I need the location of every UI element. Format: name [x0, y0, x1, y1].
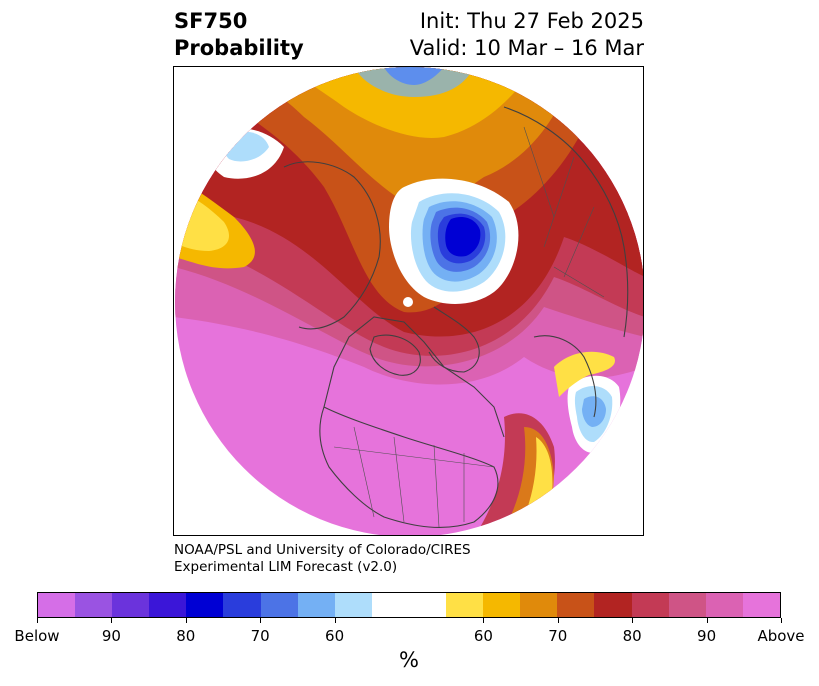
map-title-left: SF750 Probability [174, 8, 304, 62]
colorbar-tick-mark [557, 618, 559, 623]
colorbar-neutral-swatch [371, 593, 447, 617]
colorbar-below-swatch [75, 593, 113, 617]
colorbar-below-swatch [186, 593, 224, 617]
colorbar-tick-label: 80 [176, 627, 196, 645]
colorbar-tick-label: 90 [101, 627, 121, 645]
colorbar-above-swatch [705, 593, 743, 617]
colorbar-tick-mark [781, 618, 782, 623]
hudson-bay-outline [369, 334, 421, 376]
credit-line-1: NOAA/PSL and University of Colorado/CIRE… [174, 542, 471, 558]
colorbar-tick-mark [37, 618, 38, 623]
coastlines [283, 106, 629, 528]
colorbar-below-swatch [112, 593, 150, 617]
colorbar-tick-mark [111, 618, 113, 623]
colorbar-above-swatch [631, 593, 669, 617]
colorbar-tick-label: 70 [548, 627, 568, 645]
colorbar-tick-label: 80 [622, 627, 642, 645]
valid-date: Valid: 10 Mar – 16 Mar [409, 36, 644, 60]
variable-title: SF750 [174, 9, 248, 33]
borders [333, 126, 605, 528]
yellow-europe [554, 351, 615, 397]
blue-europe [582, 396, 606, 427]
colorbar-tick-mark [260, 618, 262, 623]
greenland-outline [428, 306, 480, 373]
colorbar-below-swatch [149, 593, 187, 617]
colorbar-tick-label: 60 [325, 627, 345, 645]
colorbar-above-swatch [668, 593, 706, 617]
europe-outline [533, 335, 597, 418]
colorbar-above-swatch [742, 593, 780, 617]
colorbar-tick-label: Below [14, 627, 60, 645]
colorbar-below-swatch [223, 593, 261, 617]
colorbar-tick-mark [334, 618, 336, 623]
init-date: Init: Thu 27 Feb 2025 [419, 9, 644, 33]
probability-title: Probability [174, 36, 304, 60]
north-america-outline [319, 406, 499, 528]
credit-text: NOAA/PSL and University of Colorado/CIRE… [174, 542, 471, 576]
asia-borders [523, 126, 605, 298]
colorbar-tick-label: Above [757, 627, 805, 645]
blue-80 [445, 217, 481, 257]
colorbar-below-swatch [334, 593, 372, 617]
forecast-map [173, 66, 644, 536]
probability-map-svg [175, 67, 643, 535]
colorbar-above-swatch [520, 593, 558, 617]
colorbar-below-swatch [297, 593, 335, 617]
state-borders [333, 426, 495, 528]
blue-top-halo [354, 67, 474, 97]
band-60 [294, 67, 534, 138]
colorbar-tick-label: 70 [250, 627, 270, 645]
colorbar-above-swatch [594, 593, 632, 617]
credit-line-2: Experimental LIM Forecast (v2.0) [174, 559, 398, 575]
map-title-right: Init: Thu 27 Feb 2025 Valid: 10 Mar – 16… [410, 8, 644, 62]
alaska-outline [283, 161, 381, 330]
colorbar-above-swatch [446, 593, 484, 617]
colorbar-tick-label: 90 [697, 627, 717, 645]
colorbar-below-swatch [38, 593, 76, 617]
colorbar [37, 592, 781, 618]
colorbar-below-swatch [260, 593, 298, 617]
canada-outline [323, 316, 505, 438]
colorbar-tick-mark [483, 618, 485, 623]
colorbar-tick-mark [706, 618, 708, 623]
colorbar-above-swatch [483, 593, 521, 617]
asia-outline [503, 106, 629, 338]
colorbar-tick-label: 60 [473, 627, 493, 645]
colorbar-units: % [399, 648, 419, 672]
colorbar-above-swatch [557, 593, 595, 617]
colorbar-tick-mark [632, 618, 634, 623]
colorbar-tick-mark [185, 618, 187, 623]
pole-marker [403, 297, 413, 307]
